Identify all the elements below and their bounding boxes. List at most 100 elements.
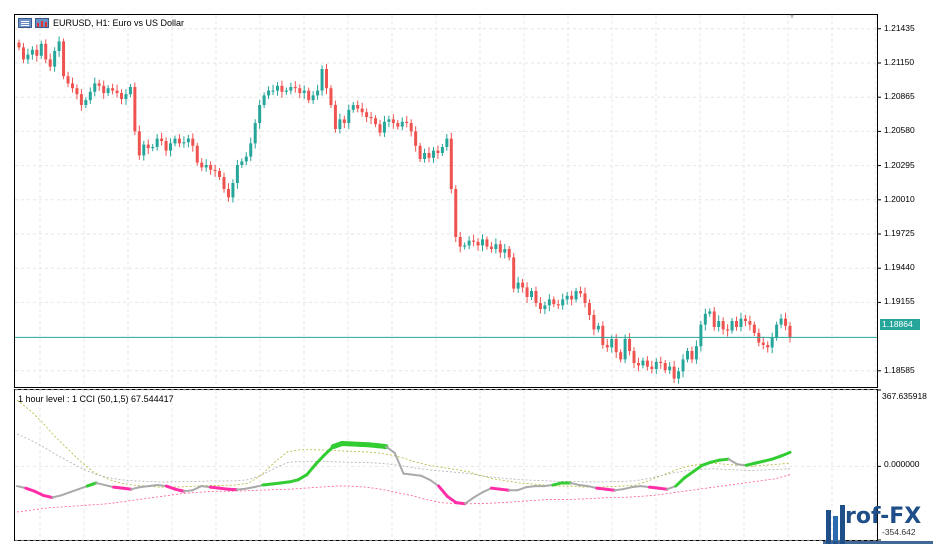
candle-body: [97, 83, 101, 86]
candle-body: [650, 366, 654, 369]
cci-line-segment: [445, 494, 458, 505]
candle-body: [770, 337, 774, 348]
candle-body: [601, 325, 605, 345]
candle-body: [636, 363, 640, 366]
candle-body: [21, 47, 25, 60]
candle-body: [467, 240, 471, 246]
candle-body: [338, 119, 342, 129]
candle-body: [142, 144, 146, 156]
candle-body: [440, 147, 444, 153]
candle-body: [472, 240, 476, 242]
candle-body: [521, 282, 525, 288]
candle-body: [743, 318, 747, 321]
chart-window-icon[interactable]: [18, 18, 32, 28]
cci-line-segment: [164, 484, 177, 491]
price-axis-label: 1.18585: [884, 364, 915, 375]
candle-body: [735, 321, 739, 327]
candle-body: [454, 189, 458, 237]
candle-body: [226, 189, 230, 198]
candle-body: [596, 325, 600, 330]
candle-body: [654, 361, 658, 369]
candle-body: [378, 124, 382, 133]
chevron-down-icon[interactable]: ▾: [790, 12, 795, 21]
candle-body: [293, 87, 297, 89]
candle-body: [39, 43, 43, 56]
candle-body: [561, 299, 565, 306]
candle-body: [712, 311, 716, 327]
candle-body: [431, 150, 435, 158]
cci-line-segment: [578, 484, 589, 488]
cci-line-segment: [374, 443, 389, 450]
candle-body: [240, 161, 244, 165]
cci-line-segment: [393, 451, 405, 475]
cci-line-segment: [472, 491, 484, 499]
candle-body: [111, 88, 115, 91]
candle-body: [70, 83, 74, 89]
candle-body: [218, 171, 222, 177]
cci-line-segment: [744, 461, 757, 467]
cci-line-segment: [516, 486, 528, 492]
price-axis-label: 1.21435: [884, 22, 915, 33]
candle-body: [463, 245, 467, 247]
cci-line-segment: [235, 487, 247, 491]
candle-body: [516, 282, 520, 289]
cci-line-segment: [718, 457, 731, 462]
candle-body: [534, 291, 538, 303]
candle-body: [204, 165, 208, 168]
candle-body: [320, 69, 324, 91]
candle-body: [605, 345, 609, 348]
candle-body: [53, 51, 57, 67]
candle-body: [17, 42, 21, 48]
cci-line-segment: [16, 485, 27, 490]
cci-line-segment: [296, 473, 309, 482]
candle-body: [57, 41, 61, 51]
candle-body: [115, 90, 119, 93]
cci-line-segment: [120, 486, 133, 491]
candle-body: [258, 105, 262, 123]
cci-line-segment: [24, 486, 37, 493]
candle-body: [347, 109, 351, 123]
cci-line-segment: [41, 493, 54, 500]
candle-body: [133, 87, 137, 132]
candle-body: [262, 95, 266, 105]
candle-body: [249, 143, 253, 157]
candle-body: [391, 119, 395, 123]
candle-body: [775, 324, 779, 338]
candle-body: [209, 165, 213, 170]
cci-line-segment: [525, 485, 537, 489]
candle-body: [525, 287, 529, 297]
cci-mid-band: [16, 433, 791, 483]
cci-line-segment: [305, 462, 318, 477]
candle-body: [574, 291, 578, 300]
candle-body: [409, 123, 413, 132]
candle-body: [213, 169, 217, 171]
candle-body: [44, 43, 48, 60]
cci-line-segment: [95, 481, 106, 487]
candle-body: [436, 150, 440, 153]
cci-line-segment: [709, 458, 722, 464]
candle-body: [195, 145, 199, 163]
candle-body: [552, 299, 556, 305]
indicator-panel[interactable]: [14, 389, 878, 541]
candle-body: [663, 363, 667, 371]
candle-body: [579, 291, 583, 294]
candle-body: [325, 69, 329, 89]
candle-body: [476, 241, 480, 246]
candle-body: [788, 325, 792, 338]
candle-body: [311, 95, 315, 101]
candle-body: [641, 360, 645, 366]
candle-body: [280, 85, 284, 92]
candle-body: [480, 239, 484, 246]
candle-body: [739, 318, 743, 327]
candle-body: [356, 105, 360, 109]
chart-properties-icon[interactable]: [35, 18, 49, 28]
candle-body: [449, 138, 453, 189]
cci-line-segment: [244, 486, 256, 490]
cci-line-segment: [130, 486, 141, 491]
candle-body: [382, 121, 386, 133]
price-chart-panel[interactable]: [14, 14, 878, 388]
cci-line-segment: [674, 476, 687, 488]
candle-body: [494, 244, 498, 249]
cci-line-segment: [604, 487, 616, 492]
